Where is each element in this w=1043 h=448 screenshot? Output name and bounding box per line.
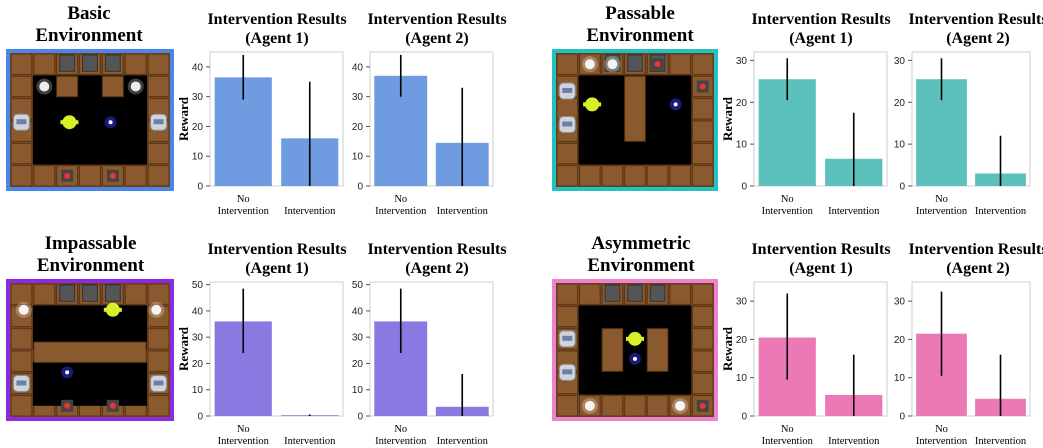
env-title-passable: Passable Environment: [586, 3, 694, 46]
basic-environment-image: [6, 49, 174, 191]
y-axis-label: Reward: [176, 326, 191, 371]
y-tick-label: 50: [192, 280, 204, 291]
y-axis-label: Reward: [176, 96, 191, 141]
impassable-environment-image: [6, 279, 174, 421]
x-tick-label: No Intervention: [218, 424, 270, 447]
y-tick-label: 10: [192, 152, 204, 163]
y-tick-label: 30: [894, 56, 906, 67]
y-tick-label: 20: [352, 359, 364, 370]
chart-title-asymmetric-agent1: Intervention Results (Agent 1): [751, 241, 891, 277]
env-title-asymmetric: Asymmetric Environment: [587, 233, 695, 276]
x-tick-label: Intervention: [437, 436, 489, 447]
y-tick-label: 40: [192, 306, 204, 317]
y-tick-label: 20: [192, 122, 204, 133]
y-tick-label: 0: [899, 182, 905, 193]
y-tick-label: 10: [736, 140, 748, 151]
y-tick-label: 30: [192, 333, 204, 344]
basic-grid-environment-icon: [10, 53, 170, 187]
chart-title-asymmetric-agent2: Intervention Results (Agent 2): [908, 241, 1043, 277]
bar-chart-asymmetric-agent2: 0 10 20 30 No Intervention Intervention: [894, 281, 1031, 447]
chart-title-impassable-agent1: Intervention Results (Agent 1): [207, 241, 347, 277]
y-tick-label: 40: [192, 62, 204, 73]
x-tick-label: No Intervention: [375, 194, 427, 217]
bar-chart-asymmetric-agent1: 0 10 20 30 Reward No Intervention Intervention: [720, 281, 888, 447]
env-title-impassable: Impassable Environment: [36, 233, 145, 276]
y-tick-label: 10: [352, 152, 364, 163]
chart-title-basic-agent2: Intervention Results (Agent 2): [367, 11, 507, 47]
x-tick-label: Intervention: [975, 436, 1027, 447]
x-tick-label: Intervention: [437, 206, 489, 217]
bar-chart-basic-agent2: 0 10 20 30 40 No Intervention Intervention: [352, 51, 494, 217]
y-tick-label: 20: [894, 335, 906, 346]
chart-title-impassable-agent2: Intervention Results (Agent 2): [367, 241, 507, 277]
bar-chart-impassable-agent2: 0 10 20 30 40 50 No Intervention Intervention: [352, 280, 494, 447]
y-tick-label: 0: [741, 412, 747, 423]
x-tick-label: No Intervention: [762, 194, 814, 217]
bar-chart-passable-agent1: 0 10 20 30 Reward No Intervention Intervention: [720, 51, 888, 217]
x-tick-label: Intervention: [284, 206, 336, 217]
y-tick-label: 0: [197, 182, 203, 193]
chart-title-passable-agent1: Intervention Results (Agent 1): [751, 11, 891, 47]
y-tick-label: 0: [741, 182, 747, 193]
bar-chart-impassable-agent1: 0 10 20 30 40 50 Reward No Intervention Intervent…: [176, 280, 344, 447]
y-tick-label: 40: [352, 306, 364, 317]
y-tick-label: 30: [352, 333, 364, 344]
chart-title-basic-agent1: Intervention Results (Agent 1): [207, 11, 347, 47]
y-tick-label: 30: [192, 92, 204, 103]
y-tick-label: 30: [736, 297, 748, 308]
y-tick-label: 0: [899, 412, 905, 423]
y-tick-label: 20: [894, 98, 906, 109]
y-tick-label: 10: [894, 140, 906, 151]
y-tick-label: 0: [357, 182, 363, 193]
y-tick-label: 30: [894, 297, 906, 308]
x-tick-label: No Intervention: [762, 424, 814, 447]
x-tick-label: Intervention: [828, 436, 880, 447]
y-tick-label: 0: [197, 412, 203, 423]
x-tick-label: No Intervention: [375, 424, 427, 447]
y-tick-label: 20: [192, 359, 204, 370]
x-tick-label: No Intervention: [916, 194, 968, 217]
y-axis-label: Reward: [720, 326, 735, 371]
y-tick-label: 30: [736, 56, 748, 67]
y-tick-label: 40: [352, 62, 364, 73]
y-tick-label: 10: [894, 373, 906, 384]
y-tick-label: 30: [352, 92, 364, 103]
x-tick-label: No Intervention: [218, 194, 270, 217]
y-tick-label: 10: [192, 385, 204, 396]
x-tick-label: Intervention: [975, 206, 1027, 217]
x-tick-label: Intervention: [828, 206, 880, 217]
passable-grid-environment-icon: [556, 53, 714, 187]
y-tick-label: 10: [736, 373, 748, 384]
env-title-basic: Basic Environment: [35, 3, 143, 46]
x-tick-label: Intervention: [284, 436, 336, 447]
bar-chart-passable-agent2: 0 10 20 30 No Intervention Intervention: [894, 51, 1031, 217]
y-tick-label: 20: [352, 122, 364, 133]
asymmetric-environment-image: [552, 279, 718, 421]
y-axis-label: Reward: [720, 96, 735, 141]
y-tick-label: 10: [352, 385, 364, 396]
y-tick-label: 50: [352, 280, 364, 291]
asymmetric-grid-environment-icon: [556, 283, 714, 417]
bar-chart-basic-agent1: 0 10 20 30 40 Reward No Intervention Interventio…: [176, 51, 344, 217]
y-tick-label: 20: [736, 98, 748, 109]
impassable-grid-environment-icon: [10, 283, 170, 417]
y-tick-label: 20: [736, 335, 748, 346]
x-tick-label: No Intervention: [916, 424, 968, 447]
y-tick-label: 0: [357, 412, 363, 423]
chart-title-passable-agent2: Intervention Results (Agent 2): [908, 11, 1043, 47]
passable-environment-image: [552, 49, 718, 191]
